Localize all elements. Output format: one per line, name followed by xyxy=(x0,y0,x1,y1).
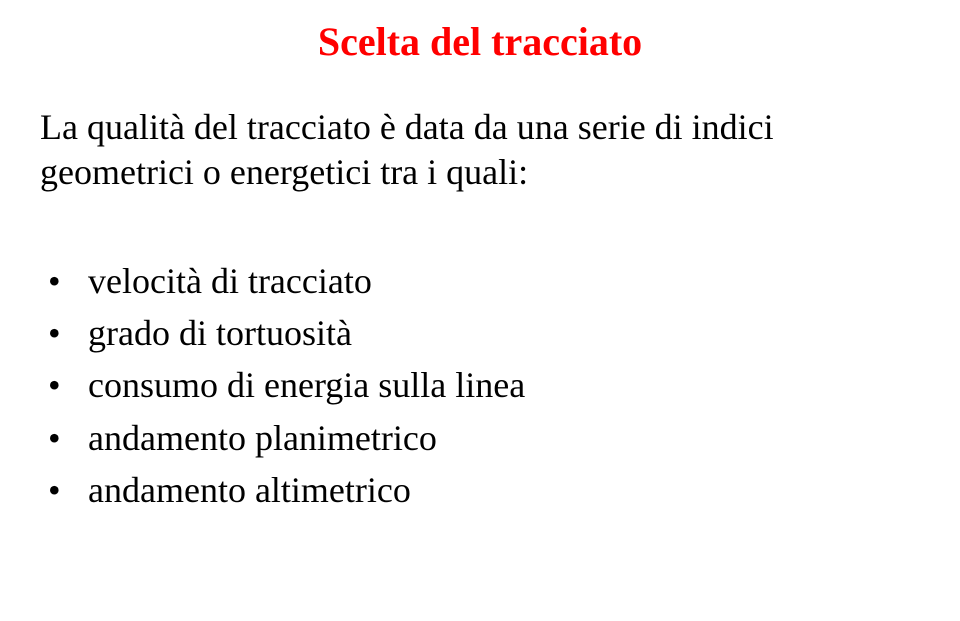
list-item: andamento altimetrico xyxy=(40,464,920,516)
list-item: velocità di tracciato xyxy=(40,255,920,307)
slide-title: Scelta del tracciato xyxy=(40,18,920,65)
list-item: consumo di energia sulla linea xyxy=(40,359,920,411)
bullet-list: velocità di tracciato grado di tortuosit… xyxy=(40,255,920,516)
list-item: grado di tortuosità xyxy=(40,307,920,359)
intro-paragraph: La qualità del tracciato è data da una s… xyxy=(40,105,920,195)
list-item: andamento planimetrico xyxy=(40,412,920,464)
slide: Scelta del tracciato La qualità del trac… xyxy=(0,0,960,621)
